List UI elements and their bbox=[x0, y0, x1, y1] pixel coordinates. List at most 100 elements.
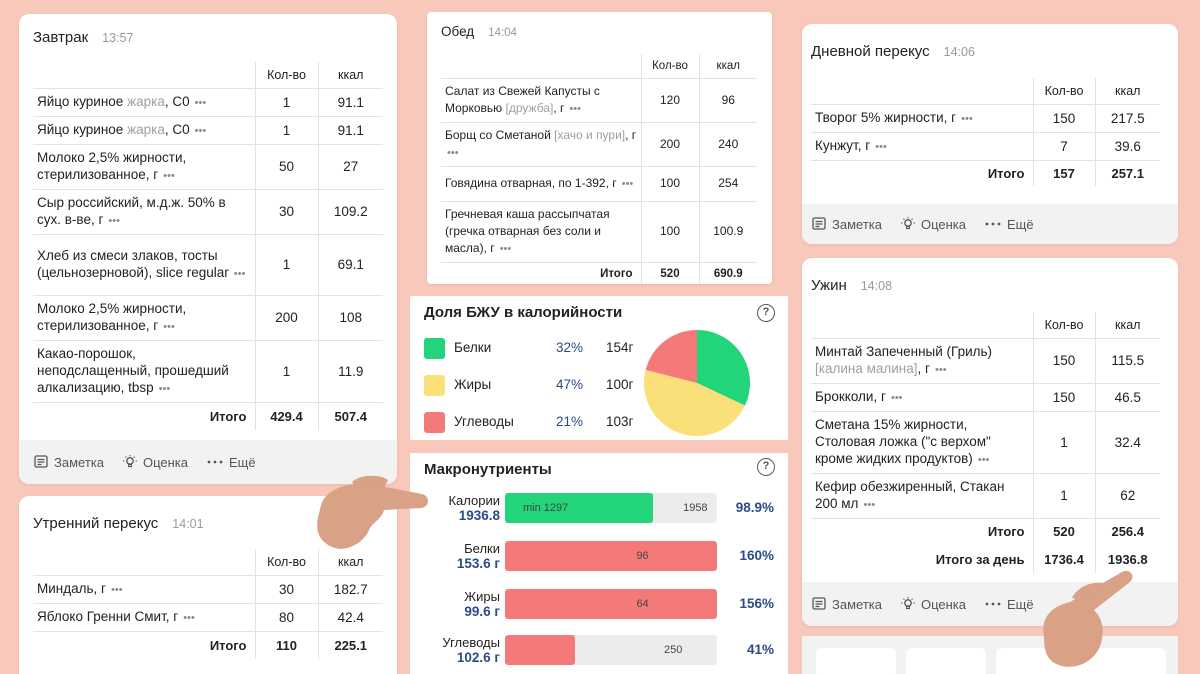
total-label: Итого bbox=[987, 165, 1025, 181]
bottom-button[interactable] bbox=[906, 648, 986, 674]
food-qty[interactable]: 100 bbox=[640, 201, 699, 263]
more-button[interactable]: Ещё bbox=[984, 216, 1034, 232]
food-qty[interactable]: 50 bbox=[254, 144, 318, 190]
more-dots-icon[interactable]: ••• bbox=[860, 498, 876, 511]
food-kcal: 108 bbox=[317, 295, 383, 341]
help-icon[interactable]: ? bbox=[757, 458, 775, 476]
help-icon[interactable]: ? bbox=[757, 304, 775, 322]
morning-snack-header: Утренний перекус 14:01 bbox=[33, 515, 204, 532]
legend-percent: 21% bbox=[556, 414, 584, 429]
food-row[interactable]: Миндаль, г ••• 30 182.7 bbox=[33, 575, 383, 604]
more-dots-icon[interactable]: ••• bbox=[160, 169, 175, 182]
meal-title: Завтрак bbox=[33, 29, 89, 46]
food-qty[interactable]: 7 bbox=[1032, 132, 1095, 161]
more-dots-icon[interactable]: ••• bbox=[447, 146, 459, 159]
rating-button[interactable]: Оценка bbox=[900, 216, 966, 232]
macro-target: 64 bbox=[636, 598, 649, 610]
more-dots-icon[interactable]: ••• bbox=[107, 583, 123, 596]
footer-label: Заметка bbox=[832, 216, 882, 232]
food-name: Миндаль, г bbox=[37, 580, 106, 596]
bottom-strip bbox=[802, 636, 1178, 674]
food-name: Какао-порошок, неподслащенный, прошедший… bbox=[37, 345, 229, 395]
food-table: Кол-во ккал Минтай Запеченный (Гриль) [к… bbox=[811, 312, 1160, 573]
food-row[interactable]: Брокколи, г ••• 150 46.5 bbox=[811, 383, 1160, 412]
more-dots-icon[interactable]: ••• bbox=[974, 453, 990, 466]
food-row[interactable]: Молоко 2,5% жирности, стерилизованное, г… bbox=[33, 295, 383, 341]
rating-button[interactable]: Оценка bbox=[900, 596, 966, 612]
food-row[interactable]: Кунжут, г ••• 7 39.6 bbox=[811, 132, 1160, 161]
food-qty[interactable]: 200 bbox=[640, 122, 699, 167]
food-qty[interactable]: 30 bbox=[254, 189, 318, 235]
food-row[interactable]: Творог 5% жирности, г ••• 150 217.5 bbox=[811, 104, 1160, 133]
more-dots-icon[interactable]: ••• bbox=[105, 214, 120, 227]
food-row[interactable]: Гречневая каша рассыпчатая (гречка отвар… bbox=[441, 201, 757, 263]
food-qty[interactable]: 150 bbox=[1032, 104, 1095, 133]
food-row[interactable]: Кефир обезжиренный, Стакан 200 мл ••• 1 62 bbox=[811, 473, 1160, 519]
macro-value: 102.6 г bbox=[456, 650, 500, 665]
food-row[interactable]: Говядина отварная, по 1-392, г ••• 100 254 bbox=[441, 166, 757, 202]
food-qty[interactable]: 80 bbox=[254, 603, 318, 632]
macro-label: Жиры bbox=[464, 589, 500, 604]
more-dots-icon[interactable]: ••• bbox=[180, 611, 195, 624]
food-qty[interactable]: 1 bbox=[254, 88, 318, 117]
food-qty[interactable]: 150 bbox=[1032, 383, 1095, 412]
more-dots-icon[interactable]: ••• bbox=[887, 391, 903, 404]
more-dots-icon[interactable]: ••• bbox=[155, 382, 171, 395]
rating-button[interactable]: Оценка bbox=[122, 454, 188, 470]
total-qty: 520 bbox=[1032, 518, 1095, 545]
food-qty[interactable]: 1 bbox=[1032, 411, 1095, 474]
more-dots-icon[interactable]: ••• bbox=[191, 124, 207, 137]
lightbulb-icon bbox=[900, 216, 916, 232]
food-kcal: 182.7 bbox=[317, 575, 383, 604]
food-qty[interactable]: 1 bbox=[254, 340, 318, 403]
more-dots-icon[interactable]: ••• bbox=[931, 363, 947, 376]
more-dots-icon[interactable]: ••• bbox=[958, 112, 973, 125]
food-row[interactable]: Салат из Свежей Капусты с Морковью [друж… bbox=[441, 78, 757, 123]
food-qty[interactable]: 200 bbox=[254, 295, 318, 341]
footer-label: Заметка bbox=[54, 454, 104, 470]
bottom-button[interactable] bbox=[816, 648, 896, 674]
column-name bbox=[33, 549, 255, 576]
note-button[interactable]: Заметка bbox=[811, 216, 882, 232]
food-row[interactable]: Яйцо куриное жарка, С0 ••• 1 91.1 bbox=[33, 88, 383, 117]
footer-label: Заметка bbox=[832, 596, 882, 612]
note-button[interactable]: Заметка bbox=[33, 454, 104, 470]
food-row[interactable]: Яйцо куриное жарка, С0 ••• 1 91.1 bbox=[33, 116, 383, 145]
more-dots-icon[interactable]: ••• bbox=[566, 102, 581, 115]
more-dots-icon[interactable]: ••• bbox=[230, 267, 246, 280]
food-name-cell: Молоко 2,5% жирности, стерилизованное, г… bbox=[33, 295, 255, 341]
more-dots-icon[interactable]: ••• bbox=[872, 140, 887, 153]
macro-target: 1958 bbox=[683, 502, 708, 514]
more-dots-icon[interactable]: ••• bbox=[191, 96, 207, 109]
breakfast-header: Завтрак 13:57 bbox=[33, 29, 133, 46]
more-button[interactable]: Ещё bbox=[206, 454, 256, 470]
food-row[interactable]: Какао-порошок, неподслащенный, прошедший… bbox=[33, 340, 383, 403]
food-qty[interactable]: 100 bbox=[640, 166, 699, 202]
legend-swatch bbox=[424, 412, 445, 433]
food-qty[interactable]: 1 bbox=[254, 116, 318, 145]
panel-title: Доля БЖУ в калорийности bbox=[424, 304, 623, 321]
food-qty[interactable]: 30 bbox=[254, 575, 318, 604]
food-name: Молоко 2,5% жирности, стерилизованное, г bbox=[37, 149, 187, 182]
food-row[interactable]: Борщ со Сметаной [хачо и пури], г ••• 200… bbox=[441, 122, 757, 167]
more-dots-icon[interactable]: ••• bbox=[618, 177, 634, 190]
legend-name: Жиры bbox=[454, 377, 492, 392]
macro-target: 96 bbox=[636, 550, 649, 562]
note-button[interactable]: Заметка bbox=[811, 596, 882, 612]
pie-slice-2 bbox=[645, 330, 697, 383]
food-row[interactable]: Яблоко Гренни Смит, г ••• 80 42.4 bbox=[33, 603, 383, 632]
food-row[interactable]: Молоко 2,5% жирности, стерилизованное, г… bbox=[33, 144, 383, 190]
food-name-cell: Хлеб из смеси злаков, тосты (цельнозерно… bbox=[33, 234, 255, 296]
more-button[interactable]: Ещё bbox=[984, 596, 1034, 612]
food-qty[interactable]: 120 bbox=[640, 78, 699, 123]
food-row[interactable]: Сыр российский, м.д.ж. 50% в сух. в-ве, … bbox=[33, 189, 383, 235]
food-qty[interactable]: 1 bbox=[254, 234, 318, 296]
more-dots-icon[interactable]: ••• bbox=[496, 242, 512, 255]
food-qty[interactable]: 1 bbox=[1032, 473, 1095, 519]
food-qty[interactable]: 150 bbox=[1032, 338, 1095, 384]
food-unit: , С0 bbox=[164, 93, 190, 109]
more-dots-icon[interactable]: ••• bbox=[160, 320, 175, 333]
food-row[interactable]: Хлеб из смеси злаков, тосты (цельнозерно… bbox=[33, 234, 383, 296]
food-row[interactable]: Минтай Запеченный (Гриль) [калина малина… bbox=[811, 338, 1160, 384]
food-row[interactable]: Сметана 15% жирности, Столовая ложка ("с… bbox=[811, 411, 1160, 474]
